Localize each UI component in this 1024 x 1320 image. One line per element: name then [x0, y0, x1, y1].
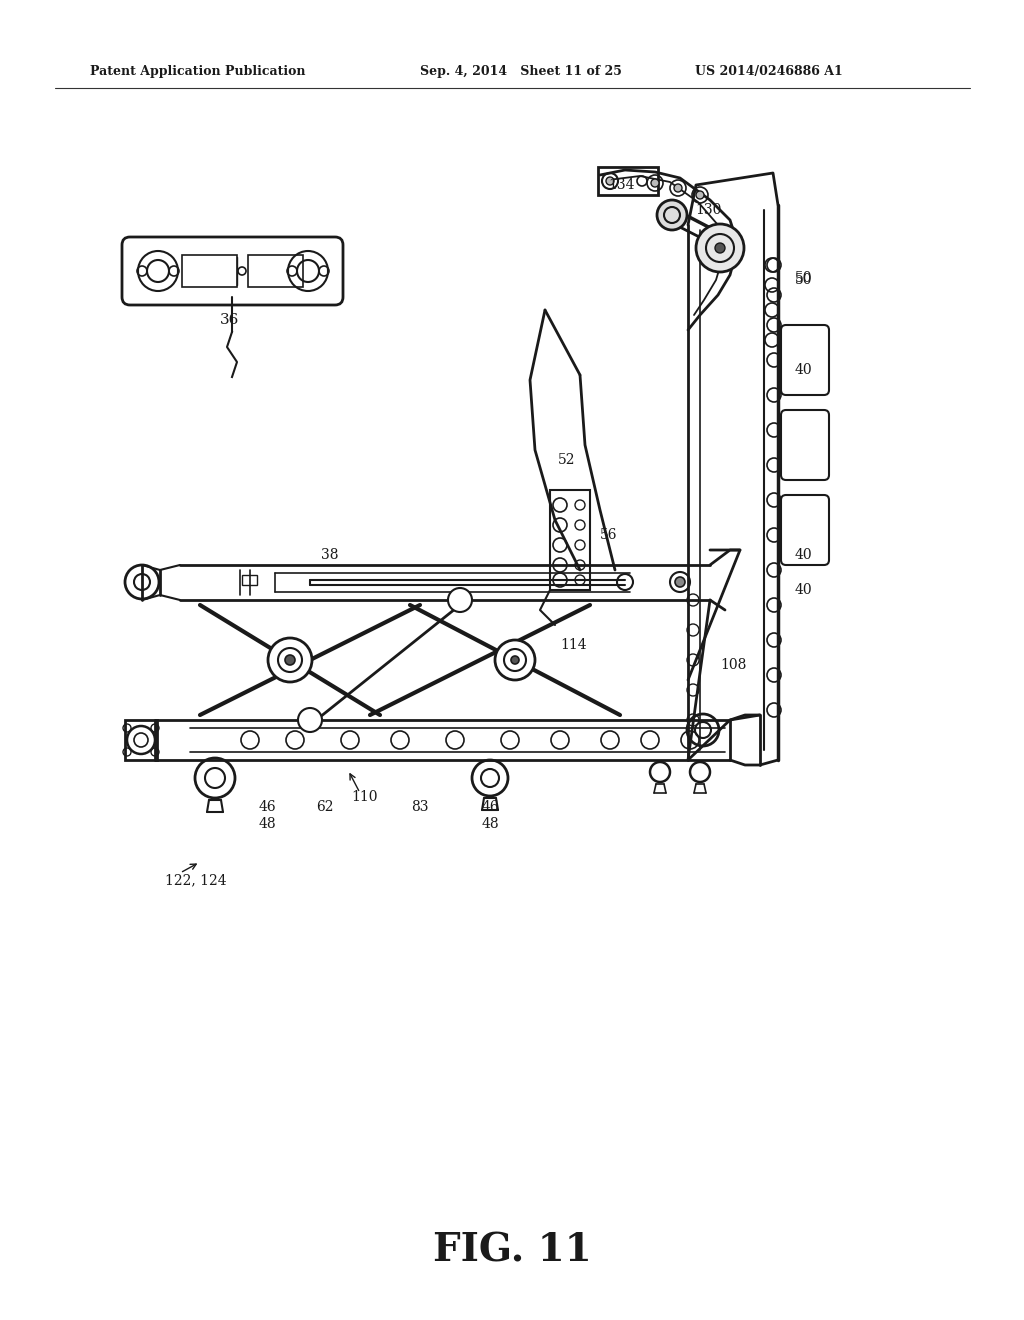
Circle shape — [511, 656, 519, 664]
Circle shape — [674, 183, 682, 191]
Bar — [598, 168, 658, 195]
Circle shape — [268, 638, 312, 682]
Text: 122, 124: 122, 124 — [165, 873, 226, 887]
Text: 50: 50 — [795, 271, 812, 285]
Circle shape — [651, 180, 659, 187]
Circle shape — [298, 708, 322, 733]
Circle shape — [675, 577, 685, 587]
Text: US 2014/0246886 A1: US 2014/0246886 A1 — [695, 66, 843, 78]
Bar — [248, 255, 303, 286]
Circle shape — [606, 177, 614, 185]
Text: FIG. 11: FIG. 11 — [432, 1232, 592, 1269]
Text: Sep. 4, 2014   Sheet 11 of 25: Sep. 4, 2014 Sheet 11 of 25 — [420, 66, 622, 78]
Text: 56: 56 — [600, 528, 617, 543]
Text: 40: 40 — [795, 363, 813, 378]
Text: 48: 48 — [481, 817, 499, 832]
Text: 40: 40 — [795, 583, 813, 597]
Circle shape — [495, 640, 535, 680]
Circle shape — [285, 655, 295, 665]
Text: Patent Application Publication: Patent Application Publication — [90, 66, 305, 78]
Circle shape — [715, 243, 725, 253]
Text: 83: 83 — [412, 800, 429, 814]
Text: 130: 130 — [695, 203, 721, 216]
Circle shape — [696, 191, 705, 199]
Text: 36: 36 — [220, 313, 240, 327]
Text: 50: 50 — [795, 273, 812, 286]
Circle shape — [449, 587, 472, 612]
Text: 38: 38 — [322, 548, 339, 562]
Text: 46: 46 — [481, 800, 499, 814]
Circle shape — [696, 224, 744, 272]
Text: 48: 48 — [258, 817, 275, 832]
Text: 108: 108 — [720, 657, 746, 672]
Bar — [550, 490, 590, 590]
Text: 46: 46 — [258, 800, 275, 814]
Text: 110: 110 — [352, 789, 378, 804]
Text: 134: 134 — [608, 178, 635, 191]
Text: 114: 114 — [560, 638, 587, 652]
Bar — [125, 719, 157, 760]
Bar — [242, 576, 257, 585]
Text: 62: 62 — [316, 800, 334, 814]
Circle shape — [657, 201, 687, 230]
Text: 40: 40 — [795, 548, 813, 562]
Bar — [182, 255, 237, 286]
Text: 52: 52 — [558, 453, 575, 467]
